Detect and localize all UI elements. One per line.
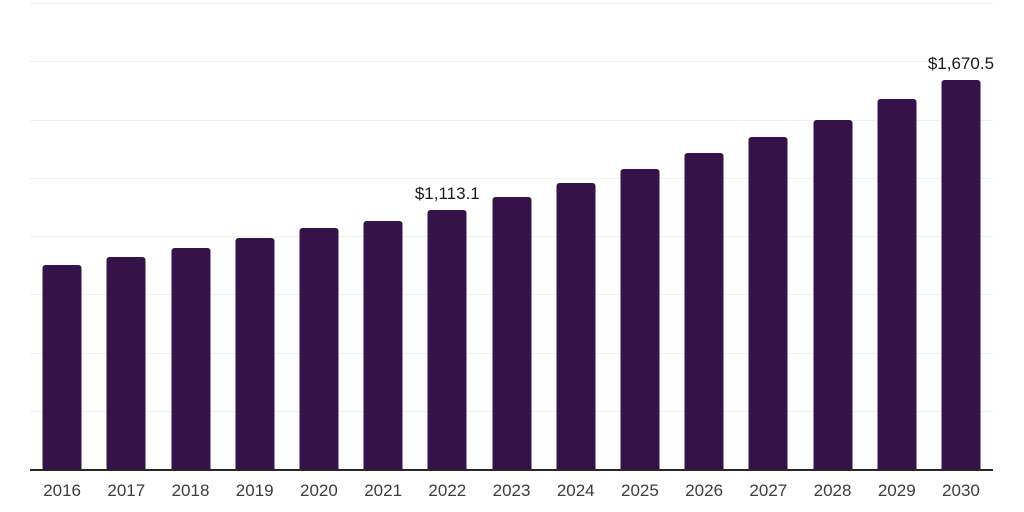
x-tick-2029: 2029: [877, 481, 916, 500]
x-tick-2021: 2021: [364, 481, 403, 500]
band-2020: [287, 3, 351, 469]
band-2019: [223, 3, 287, 469]
band-2023: [479, 3, 543, 469]
bar-2022: [427, 209, 467, 469]
bar-2027: [748, 137, 788, 469]
x-tick-2028: 2028: [813, 481, 852, 500]
band-2016: [30, 3, 94, 469]
band-2021: [351, 3, 415, 469]
x-axis-labels: 2016 2017 2018 2019 2020 2021 2022 2023 2024 2025…: [30, 481, 993, 500]
bar-2019: [235, 237, 275, 469]
x-tick-2019: 2019: [235, 481, 274, 500]
bar-2024: [556, 182, 596, 469]
bar-2026: [684, 153, 724, 469]
x-tick-2017: 2017: [107, 481, 146, 500]
bar-2016: [42, 265, 82, 469]
bar-2020: [299, 227, 339, 469]
bars-container: $1,113.1 $1,670.5: [30, 3, 995, 469]
gridline-1500: [30, 119, 993, 121]
bar-2017: [106, 257, 146, 469]
band-2017: [94, 3, 158, 469]
x-tick-2018: 2018: [171, 481, 210, 500]
x-axis-line: [30, 469, 993, 471]
bar-2028: [813, 119, 853, 469]
gridline-1750: [30, 61, 993, 63]
x-tick-2023: 2023: [492, 481, 531, 500]
x-tick-2030: 2030: [942, 481, 980, 500]
band-2029: [865, 3, 929, 469]
x-tick-2025: 2025: [621, 481, 659, 500]
band-2027: [736, 3, 800, 469]
data-label-2022: $1,113.1: [414, 183, 480, 203]
x-tick-2022: 2022: [428, 481, 467, 500]
bar-2030: [941, 79, 981, 469]
x-tick-2027: 2027: [749, 481, 788, 500]
band-2028: [800, 3, 864, 469]
gridline-1250: [30, 177, 993, 179]
gridline-2000: [30, 3, 993, 4]
x-tick-2016: 2016: [43, 481, 82, 500]
x-tick-2020: 2020: [300, 481, 338, 500]
bar-2023: [492, 196, 532, 469]
data-label-2030: $1,670.5: [927, 53, 995, 73]
bar-2018: [171, 247, 210, 469]
bar-2029: [877, 99, 917, 469]
band-2024: [544, 3, 608, 469]
band-2018: [158, 3, 222, 469]
x-tick-2026: 2026: [685, 481, 724, 500]
band-2026: [672, 3, 736, 469]
bar-2021: [363, 220, 403, 469]
x-tick-2024: 2024: [556, 481, 595, 500]
band-2022: $1,113.1: [414, 3, 480, 469]
bar-2025: [620, 169, 660, 469]
band-2030: $1,670.5: [927, 3, 995, 469]
band-2025: [608, 3, 672, 469]
